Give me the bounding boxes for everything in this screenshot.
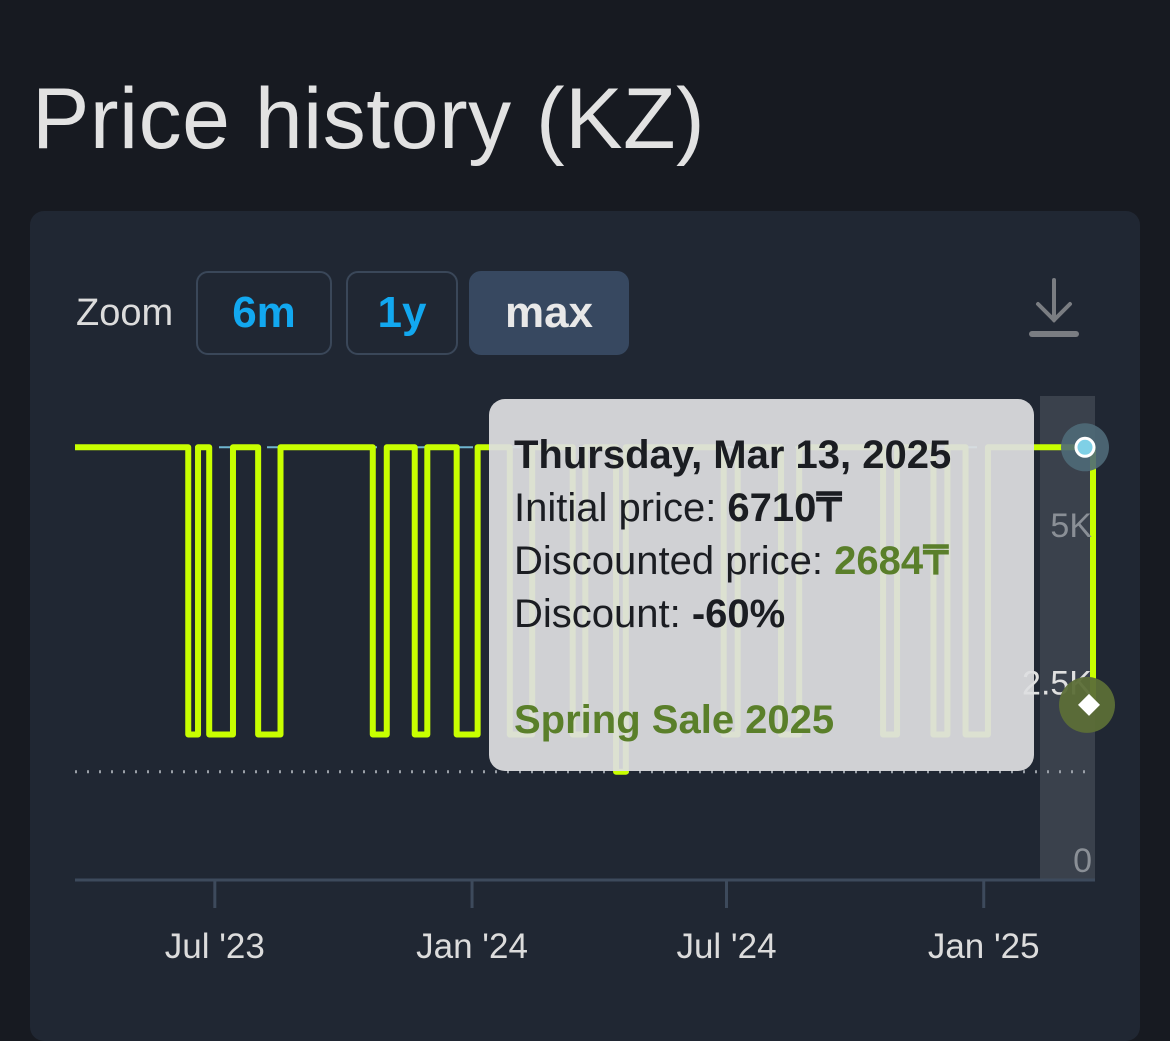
zoom-6m-button[interactable]: 6m bbox=[196, 271, 332, 355]
sale-event-name: Spring Sale 2025 bbox=[514, 698, 835, 742]
x-tick-label: Jan '24 bbox=[416, 927, 528, 966]
y-tick-label: 0 bbox=[1073, 842, 1092, 880]
discount-value: -60% bbox=[691, 592, 786, 636]
initial-price-value: 6710₸ bbox=[727, 486, 842, 530]
x-tick-label: Jan '25 bbox=[928, 927, 1040, 966]
page-title: Price history (KZ) bbox=[32, 71, 706, 167]
hover-crosshair-band bbox=[1040, 396, 1095, 880]
discounted-price-value: 2684₸ bbox=[834, 539, 949, 583]
zoom-max-button[interactable]: max bbox=[469, 271, 629, 355]
initial-price-label: Initial price: bbox=[514, 486, 728, 530]
tooltip: Thursday, Mar 13, 2025 Initial price: 67… bbox=[489, 399, 1034, 771]
zoom-1y-button[interactable]: 1y bbox=[346, 271, 458, 355]
x-tick-label: Jul '23 bbox=[165, 927, 265, 966]
x-tick-label: Jul '24 bbox=[676, 927, 776, 966]
zoom-label: Zoom bbox=[76, 292, 174, 334]
y-tick-label: 5K bbox=[1050, 507, 1092, 545]
download-icon[interactable] bbox=[1026, 276, 1082, 340]
initial-price-marker bbox=[1074, 436, 1096, 458]
discount-label: Discount: bbox=[514, 592, 692, 636]
discounted-price-label: Discounted price: bbox=[514, 539, 835, 583]
tooltip-date: Thursday, Mar 13, 2025 bbox=[514, 433, 952, 477]
discounted-price-marker bbox=[1078, 693, 1100, 716]
